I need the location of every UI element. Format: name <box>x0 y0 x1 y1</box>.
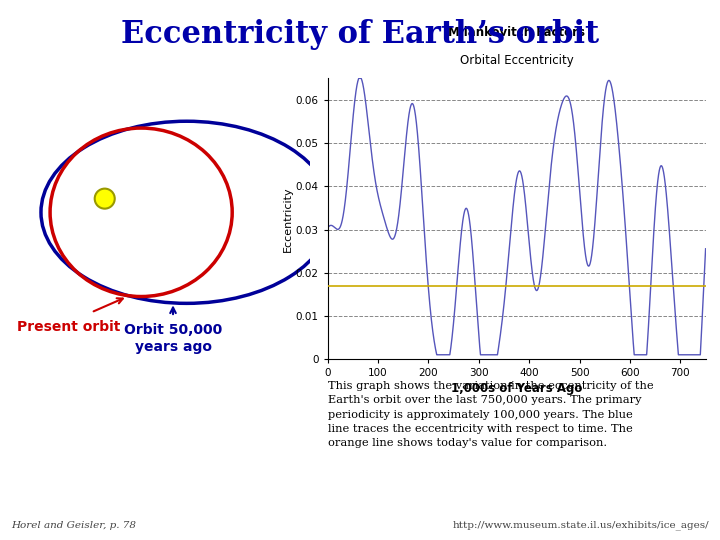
Text: Orbital Eccentricity: Orbital Eccentricity <box>460 54 573 67</box>
Text: http://www.museum.state.il.us/exhibits/ice_ages/: http://www.museum.state.il.us/exhibits/i… <box>453 521 709 530</box>
Text: Eccentricity of Earth’s orbit: Eccentricity of Earth’s orbit <box>121 19 599 50</box>
Text: This graph shows the variation in the eccentricity of the
Earth's orbit over the: This graph shows the variation in the ec… <box>328 381 653 448</box>
X-axis label: 1,000s of Years Ago: 1,000s of Years Ago <box>451 382 582 395</box>
Text: Orbit 50,000
years ago: Orbit 50,000 years ago <box>124 323 222 354</box>
Ellipse shape <box>95 188 114 208</box>
Text: Present orbit: Present orbit <box>17 320 120 334</box>
Text: Milankovitch Factors: Milankovitch Factors <box>448 26 585 39</box>
Y-axis label: Eccentricity: Eccentricity <box>283 186 293 252</box>
Text: Horel and Geisler, p. 78: Horel and Geisler, p. 78 <box>11 521 136 530</box>
